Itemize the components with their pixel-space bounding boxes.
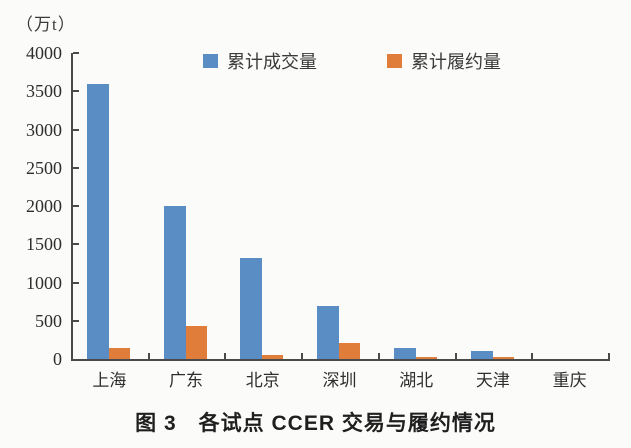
y-axis-tick: [73, 281, 79, 284]
x-axis-tick: [378, 353, 380, 359]
bar-traded-5: [471, 351, 493, 359]
y-axis-tick-label: 500: [35, 310, 62, 331]
x-axis-tick: [148, 353, 150, 359]
y-axis-tick-label: 1500: [26, 234, 62, 255]
y-axis-tick: [73, 205, 79, 207]
legend-label-compliance-volume: 累计履约量: [411, 52, 501, 72]
bar-traded-0: [87, 84, 109, 359]
legend-swatch-orange-icon: [387, 54, 402, 68]
legend-label-traded-volume: 累计成交量: [227, 52, 317, 72]
x-axis-tick: [224, 353, 226, 359]
y-axis-tick-label: 3000: [26, 119, 62, 140]
y-axis-tick-label: 1000: [26, 272, 62, 293]
x-axis-category-label: 重庆: [552, 371, 587, 390]
y-axis-tick-label: 0: [53, 349, 62, 369]
bar-compliance-3: [339, 343, 360, 359]
y-axis-tick-label: 2000: [26, 196, 62, 216]
bar-compliance-0: [109, 348, 130, 359]
y-axis-tick-label: 2500: [26, 157, 62, 178]
bar-compliance-4: [416, 357, 437, 359]
legend-swatch-blue-icon: [203, 54, 218, 68]
y-axis-tick-label: 4000: [26, 43, 62, 63]
y-axis-tick: [73, 128, 79, 131]
bar-compliance-2: [262, 355, 283, 359]
legend-item-compliance-volume: 累计履约量: [387, 52, 501, 72]
bar-compliance-5: [493, 357, 514, 359]
bar-traded-1: [164, 206, 186, 359]
y-axis-tick: [73, 166, 79, 169]
x-axis-category-label: 广东: [169, 371, 204, 390]
y-axis-tick: [73, 319, 79, 322]
x-axis-category-label: 天津: [475, 371, 510, 390]
x-axis-tick: [608, 353, 610, 359]
y-axis-tick: [73, 243, 79, 246]
x-axis-tick: [531, 353, 533, 359]
bar-compliance-1: [186, 326, 207, 359]
x-axis-tick: [301, 353, 303, 359]
figure-caption: 图 3 各试点 CCER 交易与履约情况: [135, 412, 496, 435]
x-axis-category-label: 上海: [92, 371, 127, 390]
plot-area: [71, 52, 610, 361]
bar-traded-2: [240, 258, 262, 359]
x-axis-category-label: 深圳: [322, 371, 357, 390]
bar-traded-3: [317, 306, 339, 359]
x-axis-tick: [455, 353, 457, 359]
y-axis-tick-label: 3500: [26, 81, 62, 102]
x-axis-category-label: 湖北: [399, 371, 434, 390]
bar-traded-4: [394, 348, 416, 359]
y-axis-unit-label: （万t）: [16, 15, 76, 34]
x-axis-category-label: 北京: [245, 371, 280, 390]
y-axis-tick: [73, 90, 79, 93]
legend-item-traded-volume: 累计成交量: [203, 52, 317, 72]
y-axis-tick: [73, 52, 79, 54]
